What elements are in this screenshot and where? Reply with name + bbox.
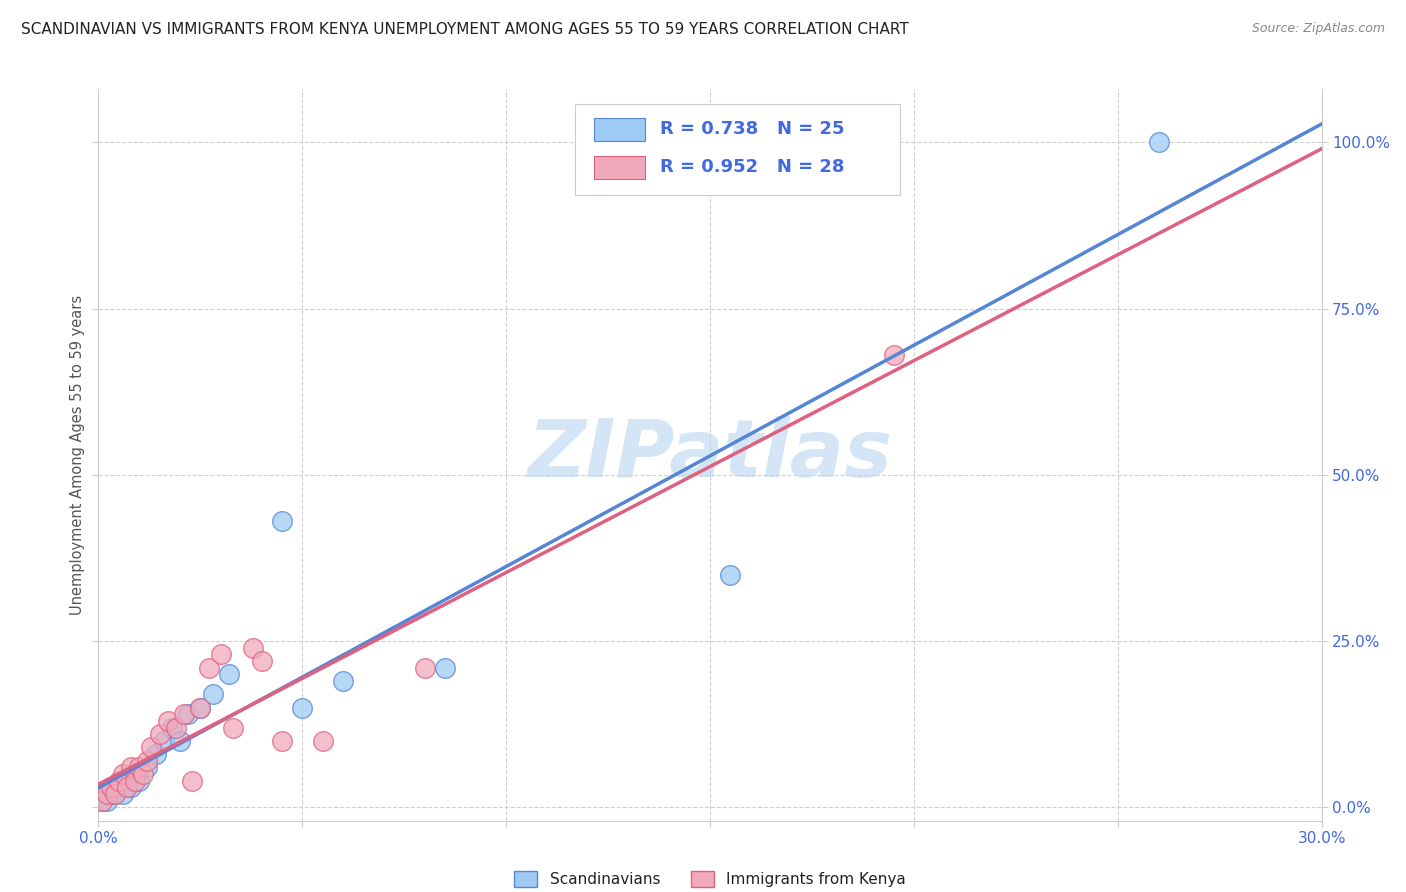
Point xyxy=(91,794,114,808)
Point xyxy=(181,773,204,788)
Point xyxy=(111,787,134,801)
Y-axis label: Unemployment Among Ages 55 to 59 years: Unemployment Among Ages 55 to 59 years xyxy=(69,295,84,615)
Point xyxy=(128,773,150,788)
Text: R = 0.952   N = 28: R = 0.952 N = 28 xyxy=(659,159,845,177)
FancyBboxPatch shape xyxy=(593,156,645,179)
Text: ZIPatlas: ZIPatlas xyxy=(527,416,893,494)
Point xyxy=(218,667,240,681)
Point xyxy=(201,687,224,701)
Point xyxy=(188,700,212,714)
Point xyxy=(188,700,212,714)
Point xyxy=(883,348,905,362)
Point xyxy=(136,754,159,768)
Point xyxy=(160,721,183,735)
Point xyxy=(156,714,179,728)
Point xyxy=(177,707,200,722)
Point xyxy=(104,787,127,801)
Point xyxy=(145,747,167,761)
FancyBboxPatch shape xyxy=(593,118,645,141)
Point xyxy=(720,567,742,582)
Point xyxy=(96,787,118,801)
Point xyxy=(270,515,294,529)
Point xyxy=(100,780,122,795)
Point xyxy=(291,700,314,714)
Point xyxy=(1147,136,1170,150)
Point xyxy=(120,760,142,774)
Text: R = 0.738   N = 25: R = 0.738 N = 25 xyxy=(659,120,845,138)
Point xyxy=(108,773,131,788)
Point xyxy=(120,780,142,795)
Point xyxy=(312,734,335,748)
Point xyxy=(165,721,187,735)
Text: Source: ZipAtlas.com: Source: ZipAtlas.com xyxy=(1251,22,1385,36)
Point xyxy=(124,767,146,781)
Point xyxy=(136,760,159,774)
Legend: Scandinavians, Immigrants from Kenya: Scandinavians, Immigrants from Kenya xyxy=(509,865,911,892)
Point xyxy=(108,780,131,795)
Point xyxy=(115,780,138,795)
Point xyxy=(100,787,122,801)
Text: SCANDINAVIAN VS IMMIGRANTS FROM KENYA UNEMPLOYMENT AMONG AGES 55 TO 59 YEARS COR: SCANDINAVIAN VS IMMIGRANTS FROM KENYA UN… xyxy=(21,22,908,37)
Point xyxy=(197,661,219,675)
Point xyxy=(132,767,155,781)
Point xyxy=(115,773,138,788)
Point xyxy=(332,673,354,688)
Point xyxy=(209,648,232,662)
Point xyxy=(270,734,294,748)
Point xyxy=(104,787,127,801)
Point xyxy=(91,794,114,808)
Point xyxy=(434,661,457,675)
Point xyxy=(149,727,172,741)
Point xyxy=(242,640,264,655)
Point xyxy=(169,734,191,748)
Point xyxy=(250,654,273,668)
FancyBboxPatch shape xyxy=(575,103,900,195)
Point xyxy=(152,734,174,748)
Point xyxy=(141,740,163,755)
Point xyxy=(111,767,134,781)
Point xyxy=(413,661,436,675)
Point xyxy=(124,773,146,788)
Point xyxy=(128,760,150,774)
Point xyxy=(173,707,195,722)
Point xyxy=(96,794,118,808)
Point xyxy=(222,721,245,735)
